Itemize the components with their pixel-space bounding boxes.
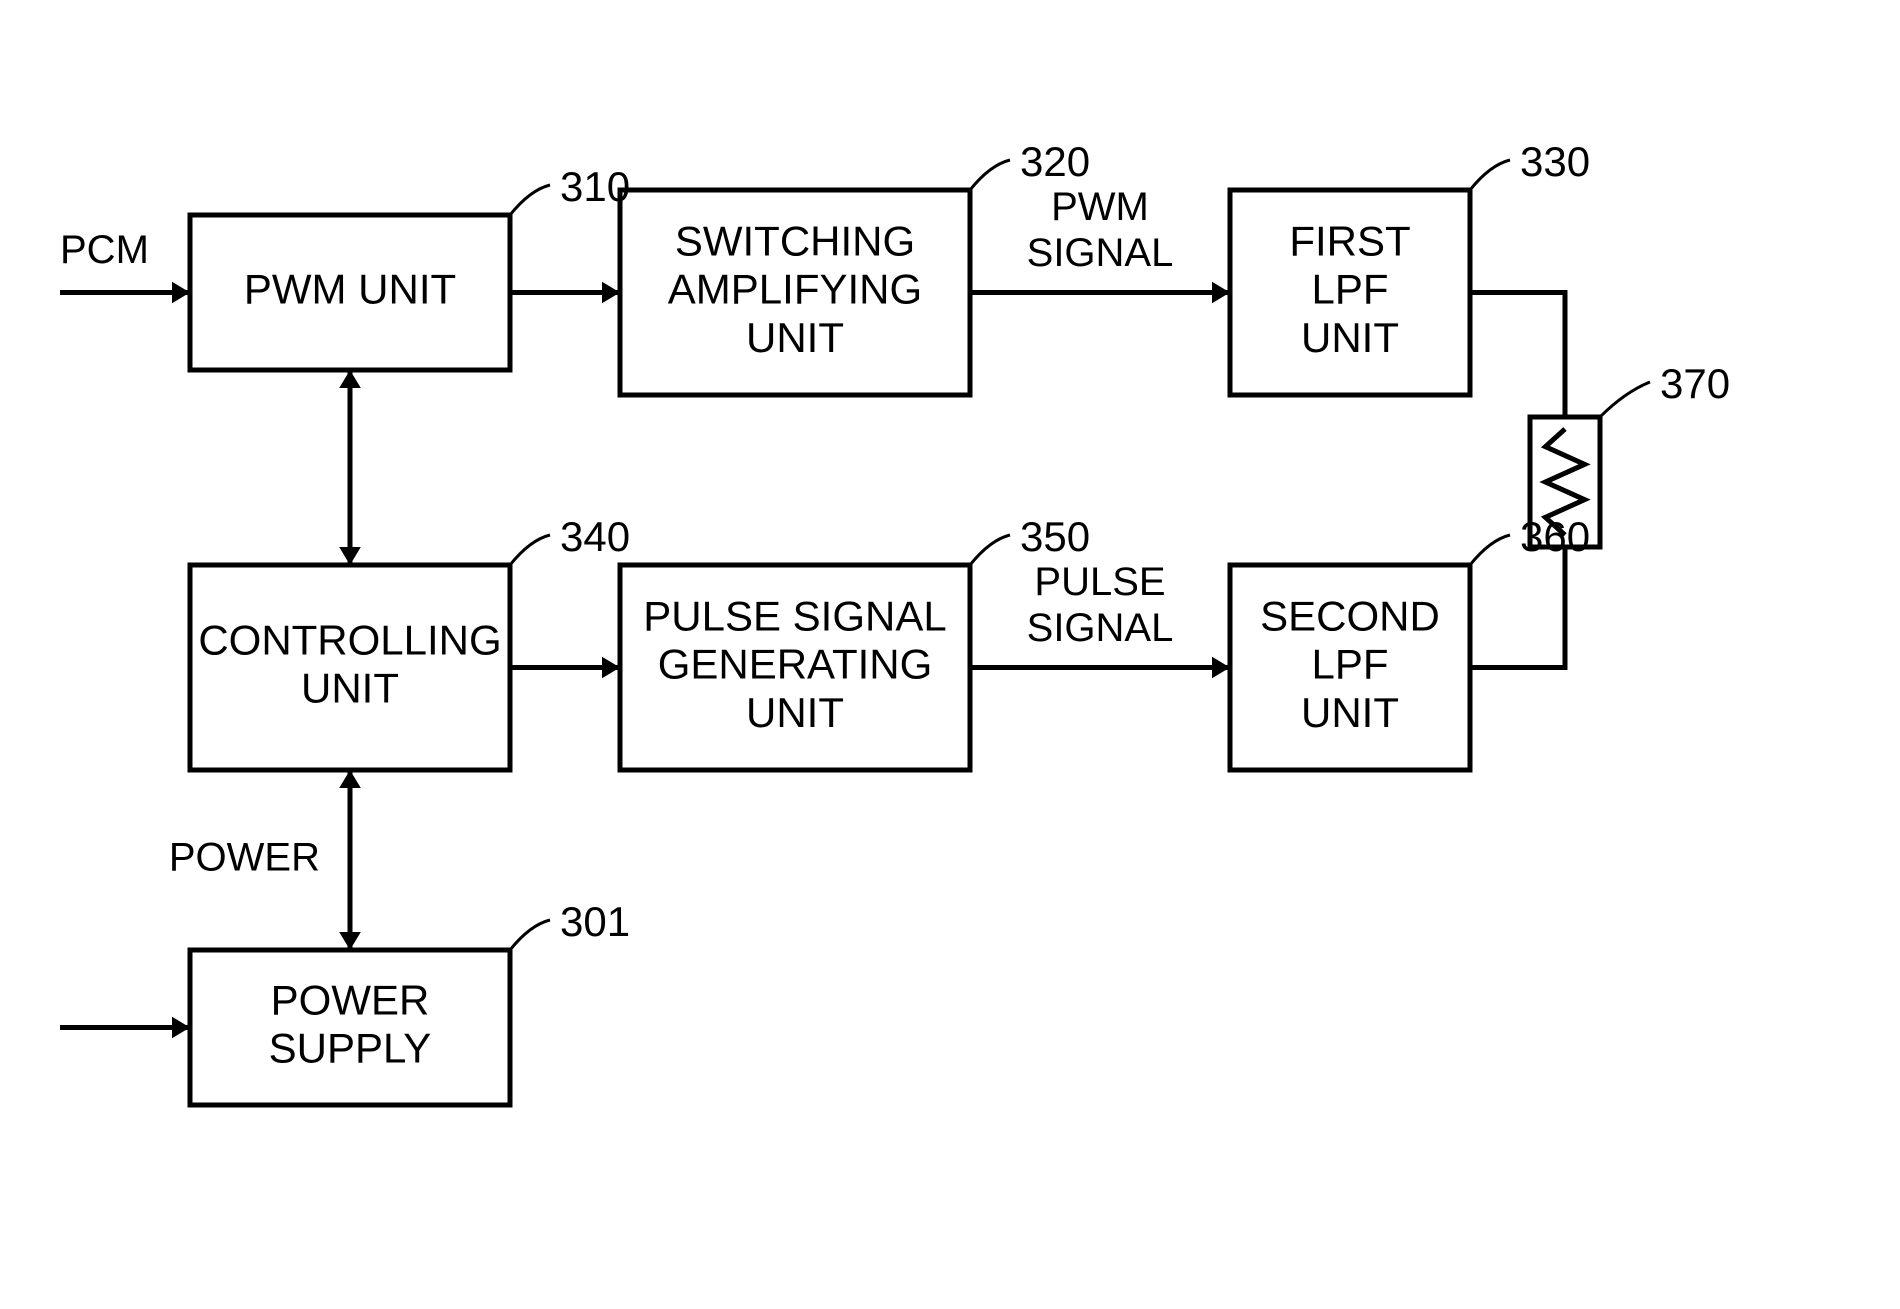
ref-label: 330 <box>1520 138 1590 185</box>
label-text: AMPLIFYING <box>668 266 922 313</box>
label-text: LPF <box>1311 266 1388 313</box>
wire <box>1470 547 1565 668</box>
ref-label: 340 <box>560 513 630 560</box>
label-text: UNIT <box>301 665 399 712</box>
ref-leader <box>970 535 1010 565</box>
label-text: PWM <box>1051 185 1149 229</box>
label-text: SWITCHING <box>675 217 915 264</box>
label-text: PWM UNIT <box>244 266 456 313</box>
ref-label: 301 <box>560 898 630 945</box>
label-text: UNIT <box>1301 689 1399 736</box>
label-text: UNIT <box>746 314 844 361</box>
arrowhead <box>1212 282 1230 304</box>
arrowhead <box>172 282 190 304</box>
ref-leader <box>970 160 1010 190</box>
ref-leader <box>510 185 550 215</box>
ref-label: 350 <box>1020 513 1090 560</box>
label-text: PULSE <box>1034 560 1165 604</box>
label-text: UNIT <box>1301 314 1399 361</box>
ref-leader <box>1470 160 1510 190</box>
arrowhead <box>172 1017 190 1039</box>
label-text: CONTROLLING <box>198 616 501 663</box>
label-text: POWER <box>271 976 430 1023</box>
ref-label: 370 <box>1660 360 1730 407</box>
signal-pcm: PCM <box>60 228 149 272</box>
ref-leader <box>1600 382 1650 417</box>
ref-leader <box>510 920 550 950</box>
label-text: SUPPLY <box>269 1025 432 1072</box>
label-text: UNIT <box>746 689 844 736</box>
label-text: SECOND <box>1260 592 1440 639</box>
ref-leader <box>1470 535 1510 565</box>
ref-label: 320 <box>1020 138 1090 185</box>
ref-leader <box>510 535 550 565</box>
signal-power: POWER <box>169 836 320 880</box>
arrowhead <box>339 770 361 788</box>
label-text: SIGNAL <box>1027 231 1174 275</box>
arrowhead <box>339 370 361 388</box>
arrowhead <box>602 657 620 679</box>
arrowhead <box>339 932 361 950</box>
label-text: FIRST <box>1289 217 1410 264</box>
arrowhead <box>602 282 620 304</box>
label-text: GENERATING <box>658 641 933 688</box>
wire <box>1470 293 1565 418</box>
label-text: SIGNAL <box>1027 606 1174 650</box>
arrowhead <box>1212 657 1230 679</box>
label-text: LPF <box>1311 641 1388 688</box>
arrowhead <box>339 547 361 565</box>
label-text: PULSE SIGNAL <box>643 592 946 639</box>
